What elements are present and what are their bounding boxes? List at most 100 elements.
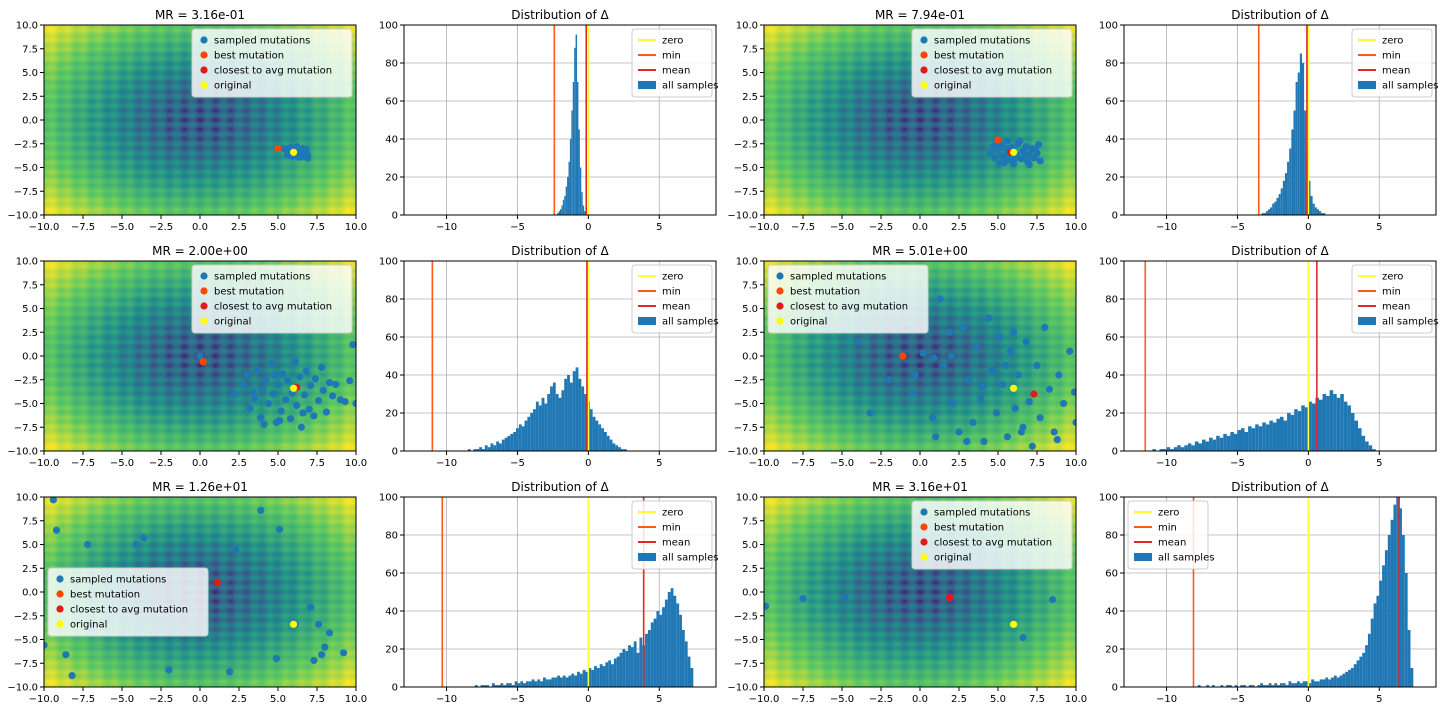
sample-point [1019,634,1027,642]
hist-bar [1328,679,1332,687]
hist-bar [537,679,541,687]
x-tick-label: 0.0 [912,458,928,469]
subplot-9: −10.0 −7.5 −5.0 −2.5 0.0 2.5 5.0 7.5 10.0 −10.0 −7… [7,480,367,705]
sample-point [322,408,330,416]
closest-point [213,578,221,587]
y-tick-label: 100 [1099,257,1118,268]
y-tick-label: 20 [1105,173,1118,184]
legend-box [191,28,353,98]
legend-box [191,264,353,334]
x-tick-label: 10.0 [345,458,367,469]
legend-swatch [200,51,208,59]
legend-swatch [200,317,208,325]
hist-bar [1310,196,1313,215]
hist-bar [1177,445,1181,451]
sample-point [311,375,320,383]
legend-label: all samples [1382,317,1438,328]
legend-label: best mutation [214,287,284,298]
subplot-12: −10 −5 0 5 0 20 40 60 80 100 Distribution of Δ zero… [1099,480,1437,705]
axes-frame [1123,24,1437,216]
hist-bar [656,611,660,687]
hist-bar [514,681,518,687]
x-tick-label: 2.5 [951,694,967,705]
subplot-8: −10 −5 0 5 0 20 40 60 80 100 Distribution of Δ zero… [1099,244,1439,469]
sample-point [992,409,1001,417]
closest-point [1030,390,1038,398]
sample-point [1003,433,1011,441]
hist-bar [1197,685,1201,687]
hist-bar [1180,447,1185,451]
x-tick-label: −10 [1156,222,1177,233]
x-tick-label: 5.0 [990,458,1006,469]
hist-bar [650,622,654,687]
hist-bar [633,641,637,687]
hist-bar [577,82,579,215]
legend-box [631,28,713,98]
bars [1197,497,1414,687]
legend-label: closest to avg mutation [934,538,1052,549]
chart-title: MR = 5.01e+00 [872,244,968,258]
hist-bar [1268,683,1272,687]
hist-bar [1390,519,1394,687]
x-tick-label: 7.5 [1029,222,1045,233]
x-tick-label: −10 [1156,458,1177,469]
sample-point [995,333,1004,341]
hist-bar [1290,414,1295,451]
sample-point [960,323,968,332]
vlines [1144,261,1318,451]
hist-bar [1265,424,1270,451]
legend-box [911,28,1073,98]
hist-bar [538,405,542,451]
sample-point [325,379,334,387]
hist-bar [1294,683,1298,687]
sample-point [972,342,980,351]
hist-bar [542,677,546,687]
x-tick-label: 5 [1376,694,1382,705]
legend-label: original [934,81,971,92]
y-tick-label: −7.5 [14,659,38,670]
hist-bar [1237,430,1241,451]
hist-bar [1301,405,1305,451]
sample-point [1053,436,1061,444]
x-tick-label: 0.0 [912,694,928,705]
y-tick-label: 7.5 [22,516,38,527]
sample-point [1028,442,1036,450]
hist-bar [1311,679,1315,687]
hist-bar [557,213,559,215]
hist-bar [575,367,579,451]
legend-swatch [920,36,928,44]
sample-point [964,376,972,384]
x-tick-label: 2.5 [951,458,967,469]
sample-point [268,360,276,368]
y-tick-label: −7.5 [14,187,38,198]
hist-bar [1396,497,1400,687]
hist-bar [1393,504,1397,687]
hist-bar [1350,668,1354,687]
vlines [431,261,590,451]
bars [557,34,587,215]
sample-point [1045,385,1054,393]
sample-point [246,404,254,412]
sample-point [62,651,70,659]
hist-bar [1367,633,1371,687]
bars [467,367,627,451]
hist-bar [565,186,568,215]
hist-bar [1354,420,1358,451]
y-tick-label: 80 [385,59,398,70]
sample-point [1006,347,1015,355]
hist-bar [1262,422,1266,451]
y-tick-label: 5.0 [742,68,758,79]
hist-bar [1361,435,1366,451]
legend-box [1351,28,1433,98]
hist-bar [1184,445,1188,451]
x-tick-label: 10.0 [345,222,367,233]
sample-point [44,641,48,649]
sample-point [257,506,265,514]
hist-bar [1308,180,1311,215]
legend-label: all samples [662,553,718,564]
hist-bar [524,420,528,451]
y-tick-label: 80 [1105,531,1118,542]
sample-point [928,414,937,422]
hist-bar [1322,394,1327,451]
